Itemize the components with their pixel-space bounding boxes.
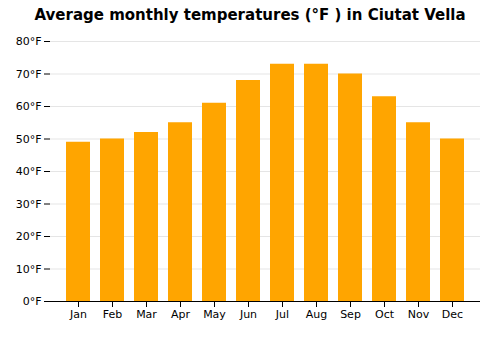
svg-text:Apr: Apr bbox=[171, 308, 191, 321]
svg-text:May: May bbox=[203, 308, 226, 321]
svg-text:0°F: 0°F bbox=[23, 295, 42, 308]
svg-text:Nov: Nov bbox=[408, 308, 430, 321]
svg-text:Mar: Mar bbox=[136, 308, 157, 321]
svg-text:Dec: Dec bbox=[442, 308, 463, 321]
svg-text:Oct: Oct bbox=[375, 308, 395, 321]
svg-text:40°F: 40°F bbox=[16, 165, 42, 178]
svg-text:Jan: Jan bbox=[69, 308, 87, 321]
svg-text:Sep: Sep bbox=[340, 308, 361, 321]
svg-text:10°F: 10°F bbox=[16, 263, 42, 276]
svg-text:80°F: 80°F bbox=[16, 35, 42, 48]
svg-text:30°F: 30°F bbox=[16, 198, 42, 211]
svg-text:Aug: Aug bbox=[306, 308, 327, 321]
svg-text:20°F: 20°F bbox=[16, 230, 42, 243]
svg-text:Feb: Feb bbox=[103, 308, 122, 321]
svg-text:60°F: 60°F bbox=[16, 100, 42, 113]
html-text:Average monthly temperatures (: Average monthly temperatures (°F ) in Ci… bbox=[34, 6, 466, 24]
svg-text:70°F: 70°F bbox=[16, 68, 42, 81]
svg-text:50°F: 50°F bbox=[16, 133, 42, 146]
svg-text:Jun: Jun bbox=[239, 308, 257, 321]
svg-text:Jul: Jul bbox=[275, 308, 289, 321]
